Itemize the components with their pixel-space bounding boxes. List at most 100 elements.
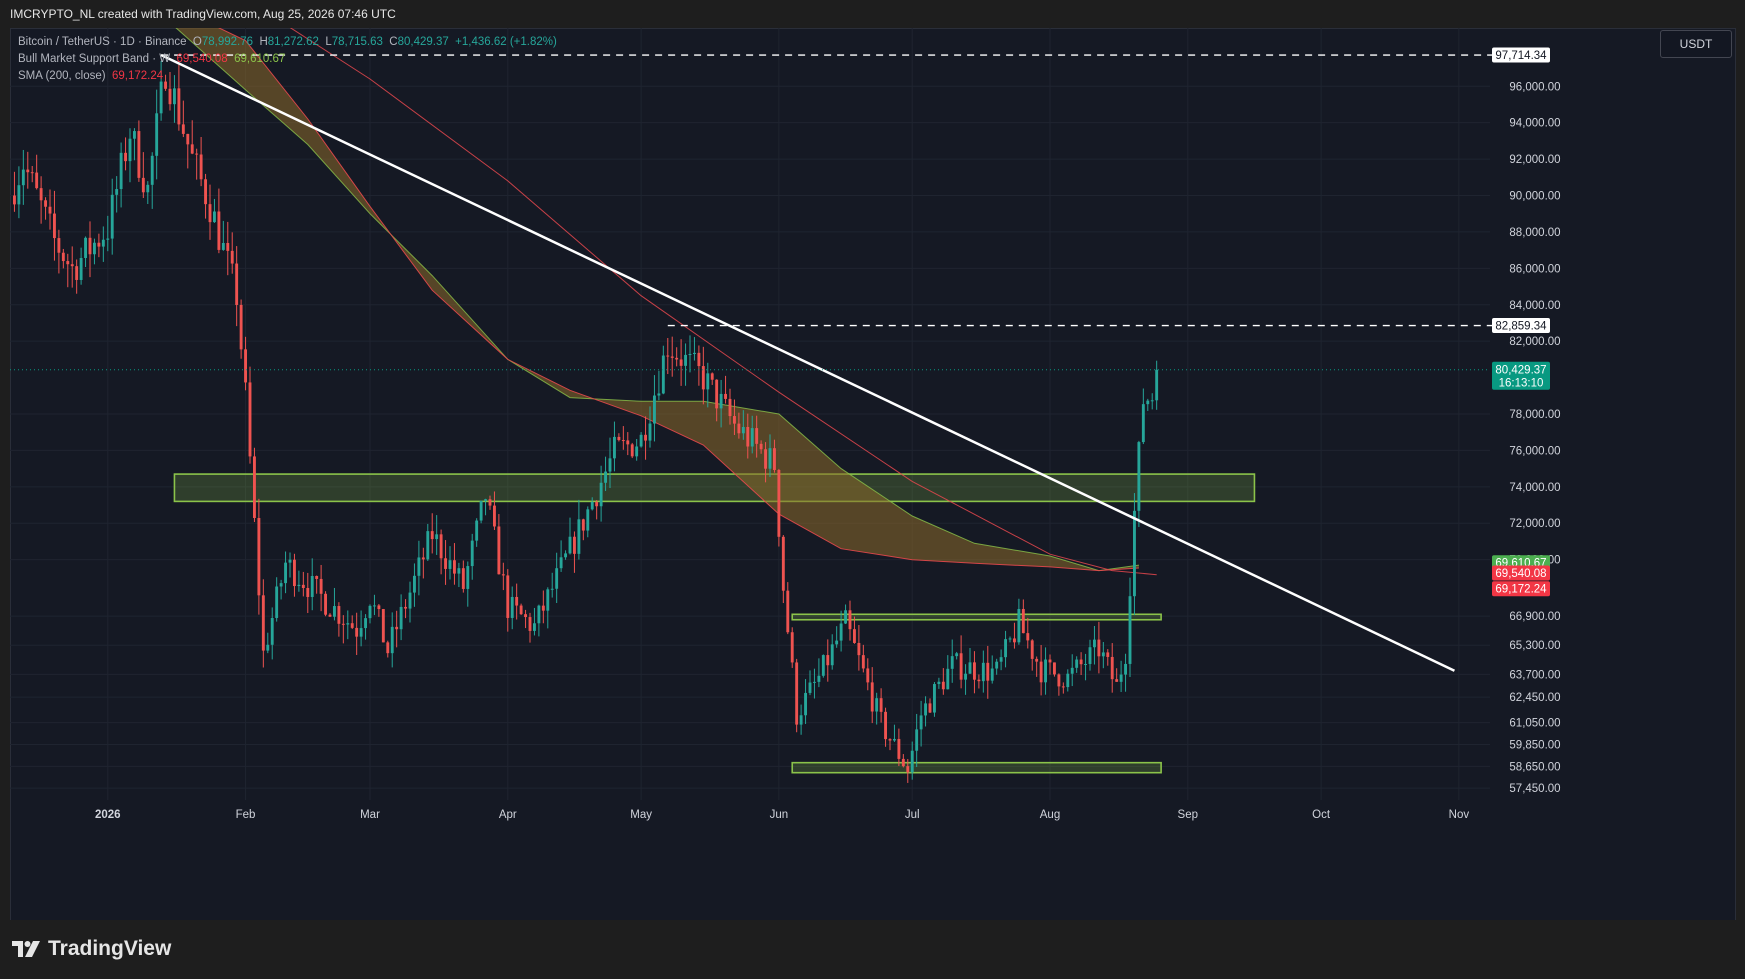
candle-body (324, 593, 327, 615)
candle-body (973, 662, 976, 680)
price-tag-label: 97,714.34 (1495, 50, 1547, 62)
price-axis-label: 76,000.00 (1509, 445, 1560, 457)
candle-body (1053, 662, 1056, 675)
candle-body (844, 610, 847, 624)
candle-body (417, 557, 421, 576)
candle-body (541, 605, 545, 611)
candle-body (1035, 658, 1039, 662)
candle-body (297, 584, 301, 587)
candle-body (364, 618, 367, 629)
time-axis-label: 2026 (95, 809, 121, 821)
candle-body (1039, 661, 1043, 683)
candle-body (1004, 639, 1007, 658)
candle-body (666, 355, 670, 357)
candle-body (688, 354, 692, 356)
candle-body (57, 238, 61, 253)
candle-body (155, 113, 159, 156)
candle-body (1155, 369, 1159, 401)
candle-body (386, 642, 390, 654)
tradingview-logo[interactable]: TradingView (12, 937, 171, 961)
descending-trendline (160, 53, 1455, 672)
candle-body (1017, 608, 1021, 643)
candle-body (110, 194, 114, 239)
candle-body (439, 534, 443, 559)
legend-sma-label[interactable]: SMA (200, close) (18, 70, 106, 82)
candle-body (768, 448, 772, 469)
tradingview-logo-icon (12, 941, 40, 957)
legend-symbol[interactable]: Bitcoin / TetherUS · 1D · Binance (18, 36, 187, 48)
candle-body (190, 144, 194, 154)
support-zone (173, 473, 1256, 503)
candle-body (1124, 663, 1127, 675)
candle-body (888, 739, 892, 741)
candle-body (88, 237, 92, 255)
candle-body (790, 632, 794, 663)
legend-open: 78,992.76 (201, 36, 254, 48)
legend-bmsb-label[interactable]: Bull Market Support Band · W (18, 53, 171, 65)
candle-body (564, 553, 567, 558)
candle-body (1057, 674, 1061, 687)
candle-body (977, 679, 981, 682)
candle-body (821, 655, 825, 676)
candle-body (528, 617, 532, 631)
price-axis-label: 72,000.00 (1509, 518, 1560, 530)
price-tag-box (1492, 565, 1550, 581)
candle-body (741, 426, 745, 434)
legend-close: 80,429.37 (397, 36, 449, 48)
candle-body (861, 655, 865, 669)
candle-body (230, 250, 234, 264)
candle-body (1133, 510, 1136, 597)
candle-body (484, 499, 487, 501)
candle-body (399, 606, 403, 630)
time-axis-label: Aug (1040, 809, 1060, 821)
candle-body (97, 242, 101, 247)
time-axis-label: Nov (1449, 809, 1470, 821)
candle-body (799, 715, 803, 725)
candle-body (693, 352, 696, 355)
time-axis: 2026 Feb Mar Apr May Jun Jul Aug Sep Oct Nov (95, 809, 1469, 821)
candle-body (359, 628, 363, 637)
candle-body (621, 440, 625, 442)
candle-body (1106, 652, 1110, 657)
candle-body (795, 662, 799, 725)
candle-body (1075, 659, 1079, 668)
candle-body (746, 426, 750, 447)
candle-body (928, 703, 932, 713)
candle-body (893, 738, 896, 741)
price-axis-label: 74,000.00 (1509, 482, 1560, 494)
candle-body (1119, 674, 1123, 682)
candle-body (133, 131, 136, 139)
legend-low-label: L (325, 36, 332, 48)
candle-body (986, 662, 990, 681)
candle-body (964, 673, 967, 680)
candle-body (510, 596, 514, 618)
candle-body (137, 131, 141, 178)
candle-body (981, 662, 985, 682)
legend-change: +1,436.62 (+1.82%) (455, 36, 557, 48)
candle-body (1115, 679, 1119, 682)
candle-body (604, 471, 607, 483)
legend-sma-value: 69,172.24 (111, 70, 164, 82)
candle-body (906, 766, 910, 773)
candle-body (719, 393, 723, 409)
candle-body (857, 642, 861, 656)
candle-body (461, 568, 465, 589)
candle-body (884, 711, 887, 740)
candle-body (941, 681, 945, 690)
candle-body (204, 179, 207, 205)
candlestick-chart[interactable]: 96,000.00 94,000.00 92,000.00 90,000.00 88,0… (0, 0, 1745, 920)
legend-low: 78,715.63 (331, 36, 383, 48)
candle-body (710, 373, 714, 380)
currency-selector[interactable]: USDT (1660, 30, 1732, 58)
candle-body (186, 133, 190, 145)
candle-body (221, 242, 225, 250)
price-axis-label: 84,000.00 (1509, 300, 1560, 312)
candle-body (208, 204, 212, 223)
candle-body (950, 656, 954, 669)
candle-body (235, 263, 239, 305)
candle-body (1137, 442, 1141, 511)
legend-sma-row: SMA (200, close) 69,172.24 (18, 68, 557, 85)
candle-body (555, 568, 559, 589)
price-tag-box (1492, 361, 1550, 390)
candle-body (1146, 400, 1150, 405)
